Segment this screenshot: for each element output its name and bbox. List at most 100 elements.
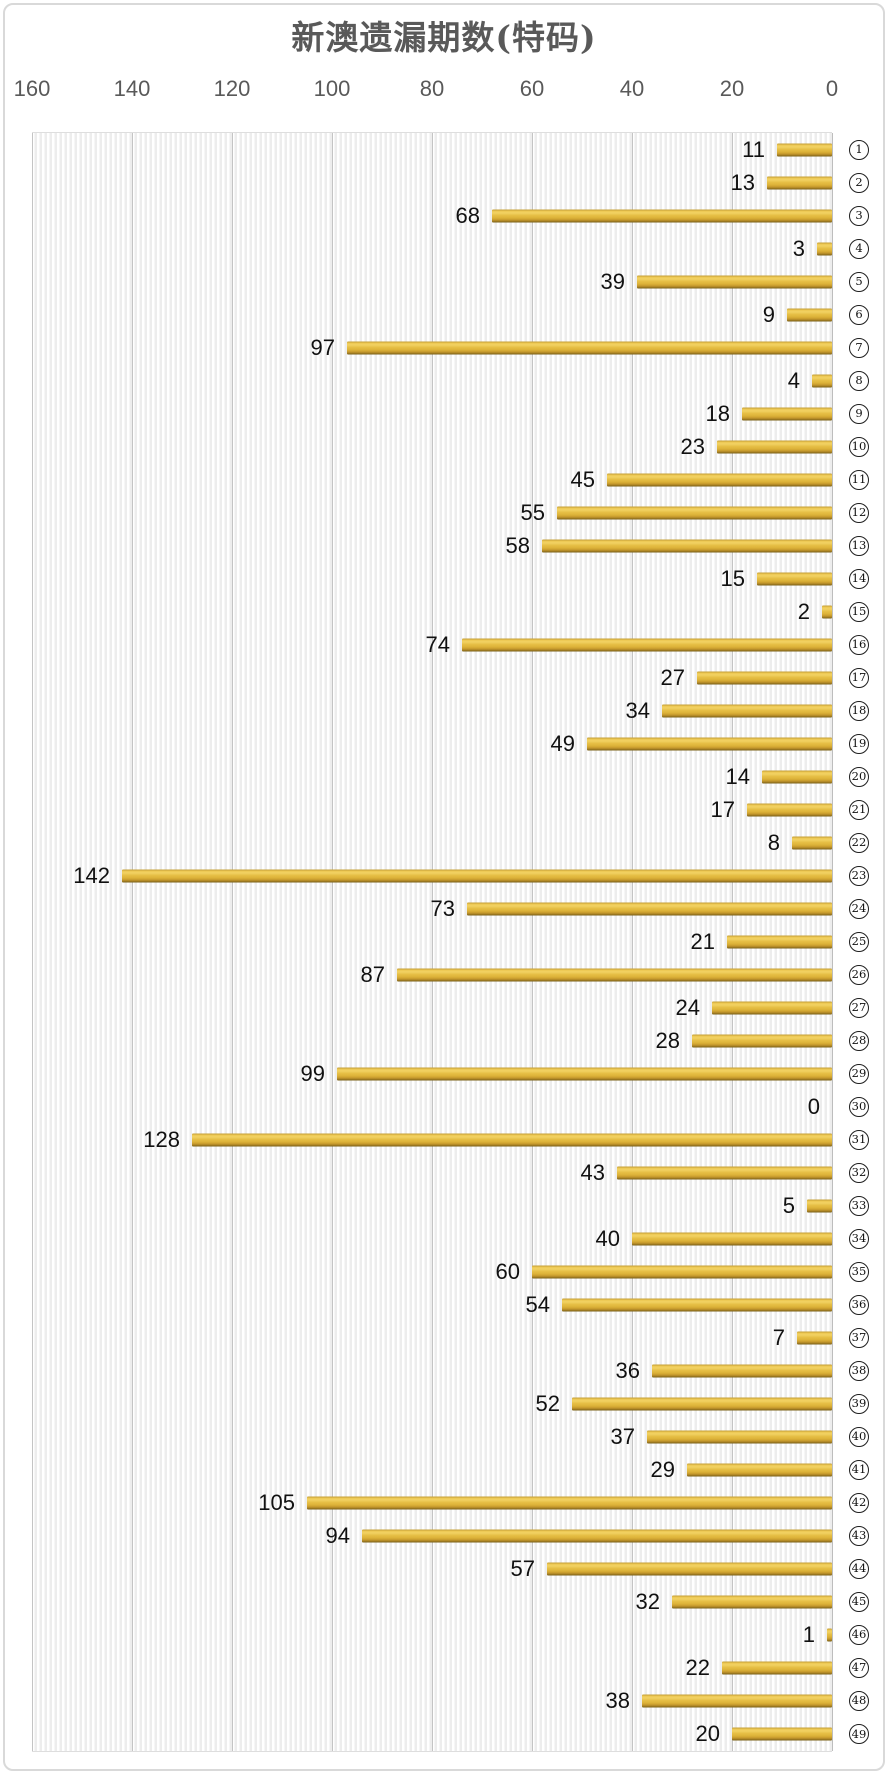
category-circled-number: 10	[849, 436, 869, 457]
bar-value-label: 142	[73, 862, 110, 888]
bar	[632, 1232, 832, 1246]
bar-row: 1 46	[32, 1619, 869, 1652]
chart-title: 新澳遗漏期数(特码)	[291, 18, 597, 57]
category-circled-number: 41	[849, 1460, 869, 1481]
category-circled-number: 42	[849, 1493, 869, 1514]
bar-value-label: 43	[580, 1159, 605, 1185]
category-circled-number: 31	[849, 1129, 869, 1150]
bar-row: 14 20	[32, 760, 869, 793]
bar	[562, 1298, 832, 1312]
bar-rows: 11 1 13 2 68 3 3 4 39 5 9 6 97 7 4 8 18 9 23 10 45 11 55 12 58 13…	[32, 133, 869, 1751]
bar-row: 5 33	[32, 1190, 869, 1223]
x-axis-tick: 120	[213, 76, 251, 101]
category-circled-number: 14	[849, 568, 869, 589]
category-circled-number: 39	[849, 1394, 869, 1415]
category-circled-number: 36	[849, 1295, 869, 1316]
bar-value-label: 49	[550, 730, 575, 756]
category-circled-number: 7	[849, 337, 869, 358]
category-circled-number: 18	[849, 700, 869, 721]
category-circled-number: 43	[849, 1526, 869, 1547]
bar-row: 0 30	[32, 1090, 869, 1123]
bar	[587, 737, 832, 751]
bar-row: 37 40	[32, 1421, 869, 1454]
x-axis-tick: 100	[313, 76, 351, 101]
bar	[807, 1199, 832, 1213]
bar-value-label: 73	[430, 895, 455, 921]
bar-row: 22 47	[32, 1652, 869, 1685]
bar	[692, 1034, 832, 1048]
bar	[462, 638, 832, 652]
bar-row: 99 29	[32, 1057, 869, 1090]
bar-row: 36 38	[32, 1355, 869, 1388]
bar-value-label: 37	[610, 1424, 635, 1450]
bar-value-label: 13	[730, 169, 755, 195]
category-circled-number: 24	[849, 898, 869, 919]
bar	[397, 968, 832, 982]
bar-value-label: 55	[520, 499, 545, 525]
bar-value-label: 105	[258, 1490, 295, 1516]
bar	[747, 803, 832, 817]
bar	[732, 1727, 832, 1741]
gridline	[31, 133, 33, 1751]
category-circled-number: 34	[849, 1229, 869, 1250]
bar-row: 2 15	[32, 595, 869, 628]
bar-row: 23 10	[32, 430, 869, 463]
bar	[467, 902, 832, 916]
category-circled-number: 44	[849, 1559, 869, 1580]
bar-value-label: 0	[807, 1093, 820, 1119]
category-circled-number: 17	[849, 667, 869, 688]
category-circled-number: 19	[849, 733, 869, 754]
bar-row: 128 31	[32, 1123, 869, 1156]
bar-value-label: 2	[797, 598, 810, 624]
category-circled-number: 26	[849, 964, 869, 985]
gridline	[231, 133, 233, 1751]
bar-value-label: 23	[680, 433, 705, 459]
category-circled-number: 46	[849, 1625, 869, 1646]
category-circled-number: 28	[849, 1030, 869, 1051]
bar-value-label: 24	[675, 994, 700, 1020]
bar	[797, 1331, 832, 1345]
bar	[717, 440, 832, 454]
category-circled-number: 47	[849, 1658, 869, 1679]
category-circled-number: 32	[849, 1162, 869, 1183]
x-axis-tick: 40	[619, 76, 645, 101]
category-circled-number: 12	[849, 502, 869, 523]
bar-row: 8 22	[32, 826, 869, 859]
category-circled-number: 40	[849, 1427, 869, 1448]
bar-value-label: 58	[505, 532, 530, 558]
category-circled-number: 6	[849, 304, 869, 325]
bar-row: 45 11	[32, 463, 869, 496]
bar	[757, 572, 832, 586]
bar-value-label: 38	[605, 1688, 630, 1714]
bar-value-label: 15	[720, 565, 745, 591]
gridline	[631, 133, 633, 1751]
bar-row: 27 17	[32, 661, 869, 694]
x-axis-tick: 140	[113, 76, 151, 101]
category-circled-number: 3	[849, 205, 869, 226]
bar	[812, 374, 832, 388]
bar-row: 29 41	[32, 1454, 869, 1487]
bar-value-label: 4	[787, 367, 800, 393]
bar-row: 52 39	[32, 1388, 869, 1421]
bar-value-label: 128	[143, 1126, 180, 1152]
bar	[722, 1661, 832, 1675]
bar-value-label: 39	[600, 268, 625, 294]
bar	[672, 1595, 832, 1609]
bar-row: 40 34	[32, 1223, 869, 1256]
bar	[362, 1529, 832, 1543]
category-circled-number: 27	[849, 997, 869, 1018]
x-axis-tick: 80	[419, 76, 445, 101]
bar	[712, 1001, 832, 1015]
category-circled-number: 1	[849, 139, 869, 160]
x-axis-tick: 160	[13, 76, 51, 101]
bar-value-label: 28	[655, 1027, 680, 1053]
category-circled-number: 4	[849, 238, 869, 259]
bar	[547, 1562, 832, 1576]
plot-area: 11 1 13 2 68 3 3 4 39 5 9 6 97 7 4 8 18 9 23 10 45 11 55 12 58 13…	[31, 132, 869, 1752]
bar-row: 87 26	[32, 958, 869, 991]
category-circled-number: 38	[849, 1361, 869, 1382]
x-axis: 160 140 120 100 80 60 40 20 0	[14, 73, 838, 105]
category-circled-number: 25	[849, 931, 869, 952]
